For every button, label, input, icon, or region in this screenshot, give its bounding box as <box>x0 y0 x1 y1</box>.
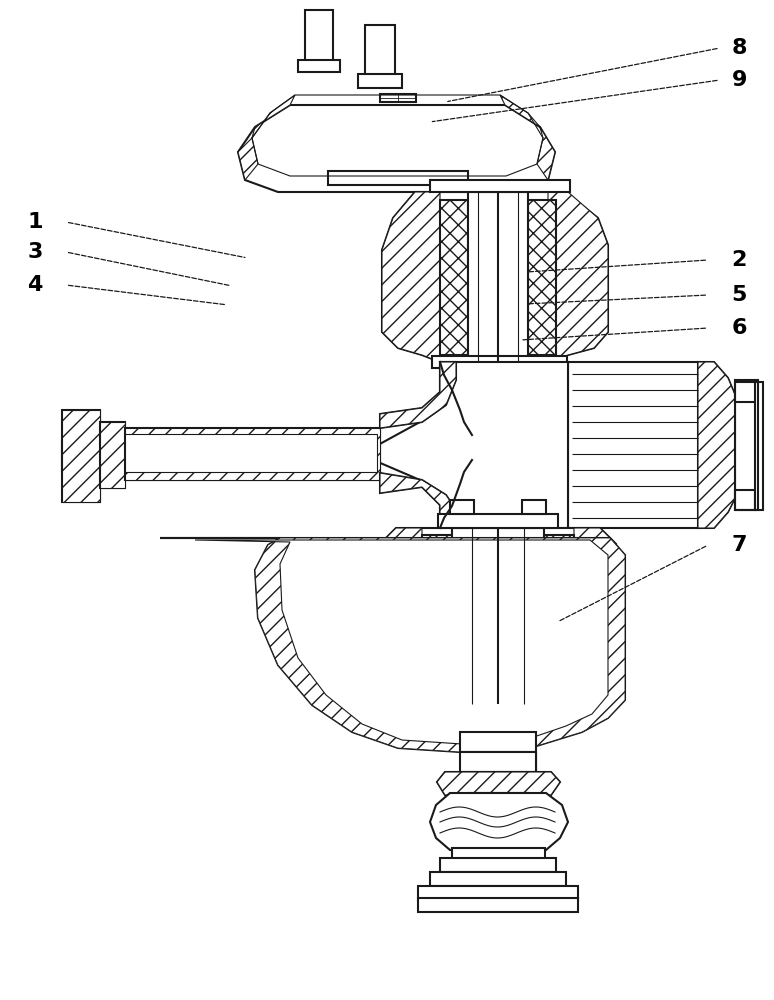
Polygon shape <box>544 535 574 695</box>
Polygon shape <box>62 410 100 502</box>
Polygon shape <box>380 473 456 528</box>
Bar <box>438 514 558 528</box>
Polygon shape <box>62 362 568 528</box>
Bar <box>440 858 556 872</box>
Polygon shape <box>160 538 625 752</box>
Bar <box>125 434 377 472</box>
Bar <box>432 356 567 368</box>
Polygon shape <box>382 192 440 362</box>
Polygon shape <box>440 200 468 355</box>
Bar <box>460 752 536 772</box>
Text: 7: 7 <box>731 535 747 555</box>
Text: 5: 5 <box>731 285 747 305</box>
Polygon shape <box>160 538 625 752</box>
Bar <box>452 848 545 860</box>
Polygon shape <box>568 362 718 528</box>
Polygon shape <box>100 422 125 488</box>
Text: 4: 4 <box>27 275 43 295</box>
Polygon shape <box>195 540 608 744</box>
Polygon shape <box>437 772 560 795</box>
Polygon shape <box>62 410 100 502</box>
Polygon shape <box>380 528 422 704</box>
Polygon shape <box>548 192 608 362</box>
Polygon shape <box>430 793 568 850</box>
Polygon shape <box>62 440 92 472</box>
Bar <box>445 366 467 380</box>
Polygon shape <box>382 192 608 362</box>
Bar <box>305 10 333 65</box>
Bar <box>418 898 578 912</box>
Polygon shape <box>238 105 555 192</box>
Bar <box>468 793 528 835</box>
Bar <box>365 25 395 80</box>
Bar <box>430 180 570 192</box>
Polygon shape <box>422 535 452 695</box>
Bar <box>468 192 528 362</box>
Text: 2: 2 <box>731 250 747 270</box>
Text: 9: 9 <box>731 70 747 90</box>
Polygon shape <box>100 422 125 488</box>
Bar <box>522 500 546 514</box>
Bar <box>458 716 478 738</box>
Text: 8: 8 <box>731 38 747 58</box>
Bar <box>380 94 416 102</box>
Polygon shape <box>380 528 616 704</box>
Polygon shape <box>380 362 456 428</box>
Bar <box>418 886 578 900</box>
Polygon shape <box>574 528 616 704</box>
Bar <box>358 74 402 88</box>
Bar <box>460 732 536 752</box>
Polygon shape <box>698 362 735 528</box>
Bar <box>530 366 552 380</box>
Bar <box>450 500 474 514</box>
Bar <box>518 716 538 738</box>
Polygon shape <box>125 428 380 480</box>
Text: 1: 1 <box>27 212 43 232</box>
Polygon shape <box>735 382 758 402</box>
Polygon shape <box>380 362 456 428</box>
Polygon shape <box>437 772 560 795</box>
Bar <box>298 60 340 72</box>
Polygon shape <box>500 95 555 180</box>
Polygon shape <box>380 473 456 528</box>
Polygon shape <box>125 428 380 480</box>
Bar <box>452 528 544 704</box>
Bar <box>440 702 556 718</box>
Text: 3: 3 <box>27 242 43 262</box>
Text: 6: 6 <box>731 318 747 338</box>
Bar <box>328 171 468 185</box>
Polygon shape <box>698 362 735 528</box>
Bar <box>430 872 566 886</box>
Polygon shape <box>735 490 755 510</box>
Polygon shape <box>528 200 556 355</box>
Bar <box>755 382 763 510</box>
Polygon shape <box>238 95 295 180</box>
Polygon shape <box>460 752 536 772</box>
